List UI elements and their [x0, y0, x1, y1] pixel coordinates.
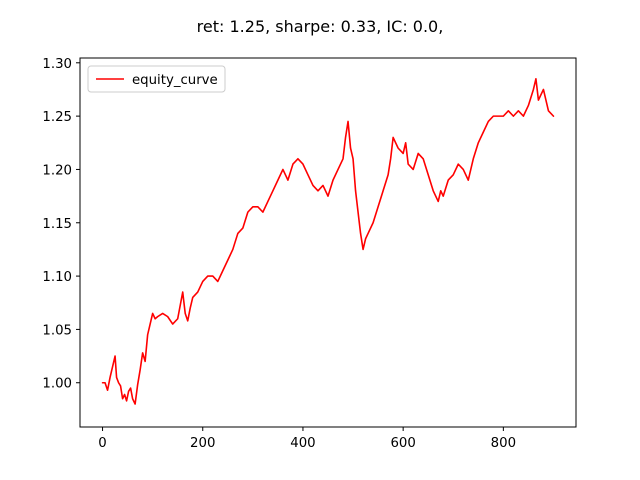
- chart-title: ret: 1.25, sharpe: 0.33, IC: 0.0,: [197, 17, 444, 36]
- y-tick-label: 1.15: [42, 217, 72, 232]
- series-line-equity-curve: [101, 78, 555, 405]
- x-tick-label: 600: [390, 436, 415, 451]
- y-tick-label: 1.00: [42, 377, 72, 392]
- x-tick-label: 200: [190, 436, 215, 451]
- x-tick-label: 400: [290, 436, 315, 451]
- plot-area: [101, 78, 555, 405]
- legend-label: equity_curve: [132, 73, 218, 88]
- legend: equity_curve: [87, 65, 226, 93]
- y-tick-label: 1.20: [42, 163, 72, 178]
- y-tick-label: 1.10: [42, 270, 72, 285]
- y-tick-label: 1.05: [42, 323, 72, 338]
- x-tick-label: 0: [98, 436, 106, 451]
- axes: 0 200 400 600 800 1.00 1.05 1.10 1.15 1.20 1.25 1.3…: [42, 57, 577, 451]
- legend-box: [87, 65, 226, 93]
- y-tick-label: 1.30: [42, 57, 72, 72]
- y-tick-label: 1.25: [42, 110, 72, 125]
- axes-frame: [79, 57, 577, 428]
- x-tick-label: 800: [491, 436, 516, 451]
